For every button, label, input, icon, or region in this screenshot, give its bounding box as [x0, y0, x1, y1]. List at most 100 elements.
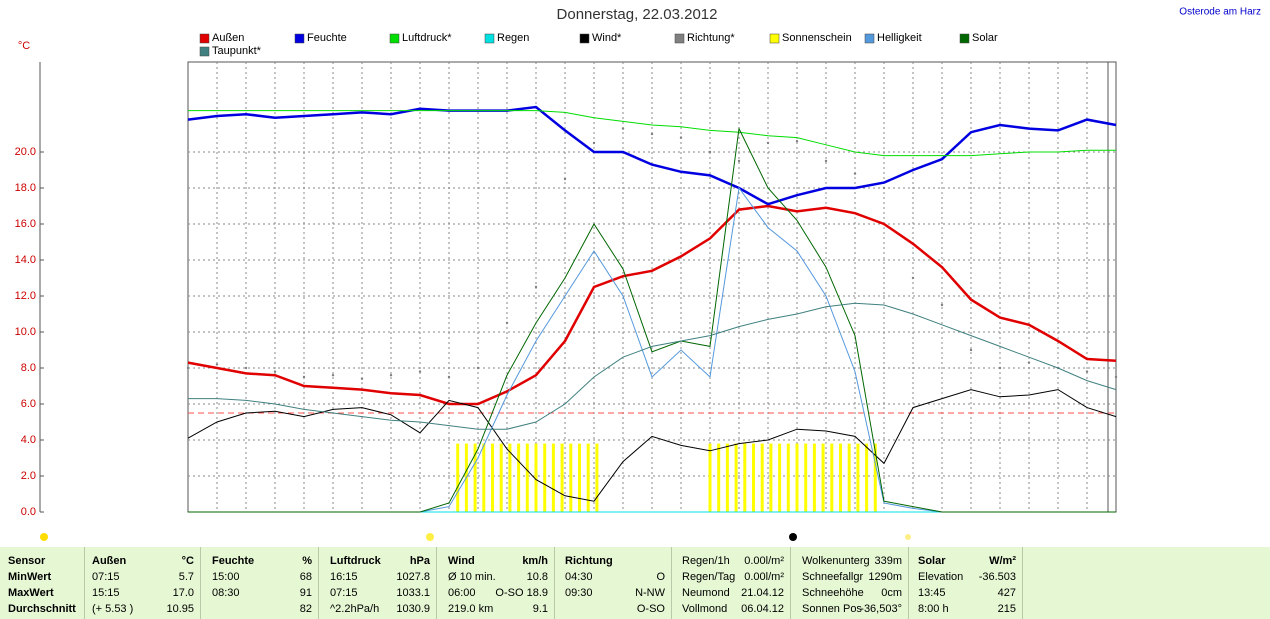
- sunshine-bar: [578, 443, 581, 512]
- sunshine-bar: [586, 443, 590, 512]
- table-group: Solar W/m² Elevation -36.503 13:45 427 8:00 h 2…: [914, 547, 1023, 619]
- sunshine-bar: [734, 443, 738, 512]
- table-cell: Neumond: [682, 587, 730, 599]
- legend-label: Regen: [497, 32, 529, 44]
- legend-swatch: [389, 33, 400, 44]
- series-line: [188, 126, 1116, 513]
- sunshine-bar: [569, 443, 573, 512]
- legend-swatch: [674, 33, 685, 44]
- legend-swatch: [579, 33, 590, 44]
- dot: [563, 177, 567, 181]
- series-line: [188, 302, 1117, 430]
- sunshine-bar: [595, 443, 599, 512]
- location-link-text[interactable]: Osterode am Harz: [1179, 7, 1261, 18]
- sun-icon: [40, 533, 48, 541]
- legend-label: Taupunkt*: [212, 45, 262, 57]
- table-cell: Durchschnitt: [8, 603, 76, 615]
- table-cell: Feuchte: [212, 555, 255, 567]
- legend-swatch: [864, 33, 875, 44]
- dot: [273, 370, 277, 373]
- dot: [360, 377, 364, 380]
- table-cell: 13:45: [918, 587, 946, 599]
- dot: [1114, 375, 1118, 379]
- sunshine-bar: [551, 443, 555, 512]
- table-cell: Schneehöhe: [802, 587, 864, 599]
- table-cell: Elevation: [918, 571, 964, 583]
- dot: [447, 375, 451, 379]
- location-link[interactable]: Osterode am Harz: [1179, 7, 1261, 18]
- legend-swatch: [959, 33, 970, 44]
- table-cell: O: [656, 571, 665, 583]
- table-cell: 07:15: [330, 587, 358, 599]
- table-cell: 1027.8: [396, 571, 430, 583]
- table-cell: 09:30: [565, 587, 593, 599]
- sunshine-bar: [717, 443, 721, 512]
- sunshine-bar: [508, 443, 512, 512]
- dot: [824, 159, 828, 163]
- table-cell: -36,503°: [860, 603, 902, 615]
- sunshine-bar: [743, 443, 747, 512]
- table-group: Feuchte% 15:00 68 08:30 91 82: [208, 547, 319, 619]
- legend-swatch: [484, 33, 495, 44]
- y-tick-label: 10.0: [15, 326, 36, 338]
- sunshine-bar: [778, 443, 782, 512]
- chart-title: Donnerstag, 22.03.2012: [557, 6, 718, 23]
- chart: Donnerstag, 22.03.2012 °C Osterode am Ha…: [15, 6, 1261, 541]
- sunshine-bar: [560, 443, 564, 512]
- series-line: [187, 389, 1117, 502]
- table-cell: Solar: [918, 555, 946, 567]
- legend-label: Wind*: [592, 32, 622, 44]
- table-cell: Sensor: [8, 555, 46, 567]
- y-tick-label: 6.0: [21, 398, 36, 410]
- table-cell: 9.1: [532, 603, 548, 615]
- table-cell: 0.00l/m²: [744, 571, 784, 583]
- table-cell: 06:00: [448, 587, 476, 599]
- table-group: Wind km/h Ø 10 min. 10.8 06:00 O-SO 18.9 219.0…: [444, 547, 555, 619]
- y-tick-label: 4.0: [21, 434, 36, 446]
- table-cell: 5.7: [178, 571, 194, 583]
- sunshine-bar: [760, 443, 764, 512]
- sunshine-bar: [708, 443, 712, 512]
- table-cell: -36.503: [978, 571, 1016, 583]
- dot: [244, 366, 248, 370]
- table-cell: 21.04.12: [741, 587, 784, 599]
- legend-swatch: [294, 33, 305, 44]
- sunshine-bar: [865, 443, 869, 512]
- legend-label: Helligkeit: [877, 32, 922, 44]
- legend-label: Solar: [972, 32, 998, 44]
- table-cell: MinWert: [8, 571, 52, 583]
- sunshine-bar: [491, 443, 494, 512]
- series-line: [187, 105, 1117, 206]
- sunshine-bar: [812, 443, 816, 512]
- table-cell: ^2.2hPa/h: [330, 603, 380, 615]
- y-tick-label: 0.0: [21, 506, 36, 518]
- table-cell: O-SO: [636, 603, 665, 615]
- dot: [795, 140, 799, 143]
- legend-label: Außen: [212, 32, 244, 44]
- legend-label: Feuchte: [307, 32, 347, 44]
- sunshine-bar: [456, 443, 460, 512]
- table-cell: km/h: [522, 555, 548, 567]
- dot: [737, 159, 741, 163]
- dot: [505, 321, 509, 325]
- table-group: Außen °C 07:15 5.7 15:15 17.0 (+ 5.53 ) 10.95: [88, 547, 201, 619]
- table-group: Richtung 04:30 O 09:30 N-NW O-SO: [561, 547, 672, 619]
- table-cell: 1030.9: [396, 603, 430, 615]
- table-cell: MaxWert: [8, 587, 54, 599]
- dot: [592, 141, 596, 145]
- table-cell: 07:15: [92, 571, 120, 583]
- table-cell: 04:30: [565, 571, 593, 583]
- sunshine-bar: [534, 443, 538, 512]
- table-cell: Regen/Tag: [682, 571, 736, 583]
- table-cell: %: [302, 555, 312, 567]
- legend-label: Luftdruck*: [402, 32, 452, 44]
- dot: [766, 141, 770, 145]
- table-cell: 10.8: [526, 571, 548, 583]
- table-cell: N-NW: [635, 587, 665, 599]
- table-cell: 15:15: [92, 587, 120, 599]
- dot: [418, 370, 422, 373]
- sunshine-bar: [847, 443, 851, 512]
- dot: [215, 363, 219, 366]
- dot: [853, 172, 857, 175]
- dot: [969, 348, 973, 352]
